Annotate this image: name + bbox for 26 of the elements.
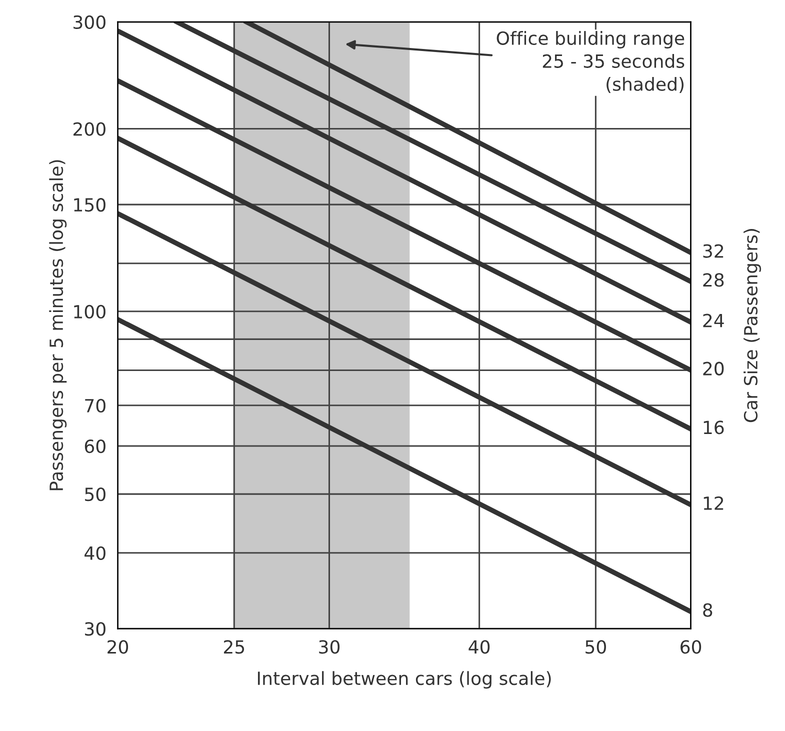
y-tick-label: 100: [74, 304, 106, 319]
series-label: 20: [703, 362, 724, 376]
x-tick-label: 40: [468, 640, 490, 654]
y-tick-label: 70: [85, 398, 106, 413]
series-label: 16: [704, 420, 724, 434]
series-label: 24: [703, 314, 724, 328]
x-tick-label: 30: [319, 640, 340, 654]
y-tick-label: 60: [84, 439, 106, 454]
series-label: 28: [703, 273, 724, 287]
band-label: Office building range 25 - 35 seconds (shaded): [496, 31, 684, 94]
x-tick-label: 50: [586, 640, 606, 654]
y-tick-label: 50: [85, 488, 106, 502]
x-tick-label: 25: [224, 640, 244, 654]
y-tick-label: 30: [85, 622, 106, 636]
series-label: 32: [703, 244, 724, 258]
x-axis-title: Interval between cars (log scale): [258, 671, 551, 689]
x-tick-label: 20: [108, 640, 128, 654]
x-tick-label: 60: [680, 640, 702, 654]
y-tick-label: 300: [74, 15, 106, 30]
y-tick-label: 40: [84, 546, 106, 560]
series-label: 12: [704, 496, 724, 510]
series-label: 8: [703, 603, 712, 617]
y-axis-title: Passengers per 5 minutes (log scale): [49, 160, 67, 490]
y-tick-label: 200: [74, 122, 106, 136]
y-tick-label: 150: [74, 198, 106, 212]
y2-axis-title: Car Size (Passengers): [744, 229, 762, 422]
